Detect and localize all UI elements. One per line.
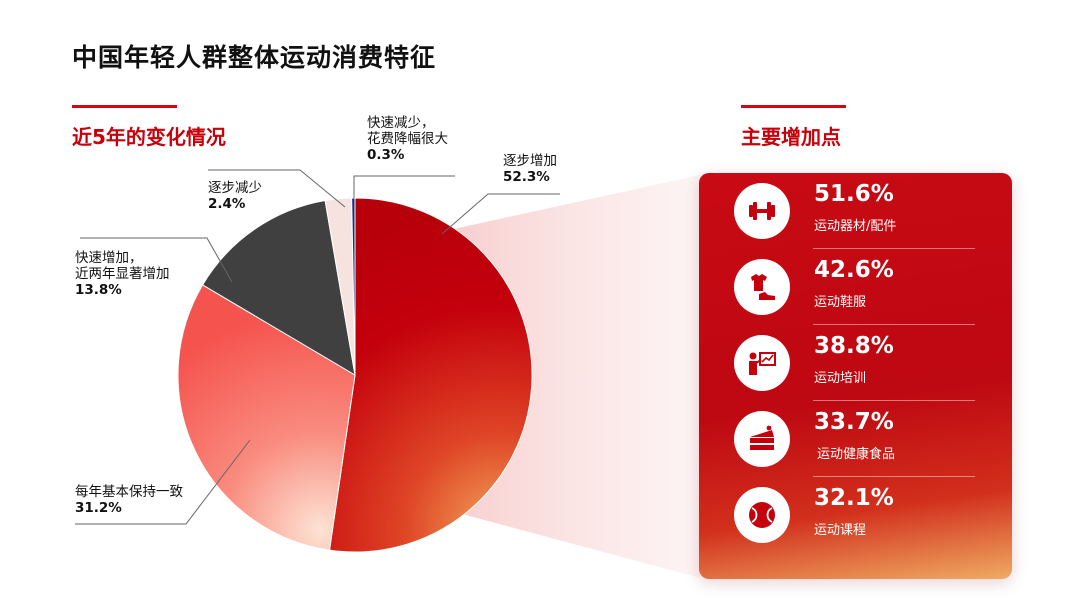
leader-line-0 xyxy=(441,193,560,235)
increase-category: 运动培训 xyxy=(814,371,867,386)
increase-item-courses: 32.1% 运动课程 xyxy=(699,477,1012,553)
left-section-title: 近5年的变化情况 xyxy=(72,125,226,149)
pie-label-3-value: 2.4% xyxy=(208,196,246,212)
item-divider xyxy=(813,248,975,249)
training-board-icon xyxy=(749,352,776,375)
item-divider xyxy=(813,400,975,401)
increase-item-training: 38.8% 运动培训 xyxy=(699,325,1012,401)
pie-label-4-value: 0.3% xyxy=(367,147,405,163)
pie-label-2-name-line2: 近两年显著增加 xyxy=(75,266,170,282)
page-title: 中国年轻人群整体运动消费特征 xyxy=(72,43,437,72)
pie-label-4: 快速减少， 花费降幅很大 0.3% xyxy=(367,115,448,163)
pie-label-2: 快速增加， 近两年显著增加 13.8% xyxy=(75,250,170,298)
icon-circle xyxy=(734,487,790,543)
pie-label-2-value: 13.8% xyxy=(75,282,122,298)
pie-label-2-name-line1: 快速增加， xyxy=(75,250,143,266)
pie-slice-2 xyxy=(201,199,356,376)
icon-circle xyxy=(734,335,790,391)
pie-label-3-name: 逐步减少 xyxy=(208,180,262,196)
pie-slice-4 xyxy=(351,197,356,376)
item-divider xyxy=(813,324,975,325)
increase-value: 38.8% xyxy=(814,333,894,359)
pie-label-0-value: 52.3% xyxy=(503,169,550,185)
increase-category: 运动鞋服 xyxy=(814,295,867,310)
increase-category: 运动课程 xyxy=(814,523,867,538)
pie-slice-1 xyxy=(177,284,356,551)
icon-circle xyxy=(734,259,790,315)
increase-item-equipment: 51.6% 运动器材/配件 xyxy=(699,173,1012,249)
dumbbell-icon xyxy=(749,202,775,220)
pie-label-4-name-line1: 快速减少， xyxy=(367,115,435,131)
left-accent-line xyxy=(72,105,177,108)
pie-label-1: 每年基本保持一致 31.2% xyxy=(75,484,183,516)
increase-value: 33.7% xyxy=(814,409,894,435)
cake-icon xyxy=(750,425,774,450)
increase-value: 51.6% xyxy=(814,181,894,207)
pie-label-3: 逐步减少 2.4% xyxy=(208,180,262,212)
right-section-title: 主要增加点 xyxy=(741,125,841,149)
increase-item-food: 33.7% 运动健康食品 xyxy=(699,401,1012,477)
increase-category: 运动健康食品 xyxy=(817,447,896,462)
increase-category: 运动器材/配件 xyxy=(814,219,897,234)
leader-line-4 xyxy=(353,175,455,198)
item-divider xyxy=(813,476,975,477)
leader-line-3 xyxy=(208,169,346,208)
pie-label-1-name: 每年基本保持一致 xyxy=(75,484,183,500)
pie-label-4-name-line2: 花费降幅很大 xyxy=(367,131,448,147)
leader-line-1 xyxy=(75,439,251,525)
icon-circle xyxy=(734,183,790,239)
icon-circle xyxy=(734,411,790,467)
increase-item-apparel: 42.6% 运动鞋服 xyxy=(699,249,1012,325)
pie-slice-0 xyxy=(328,197,533,553)
increase-points-panel: 51.6% 运动器材/配件 42.6% 运动鞋服 38.8% 运动培训 xyxy=(699,173,1012,579)
increase-value: 32.1% xyxy=(814,485,894,511)
leader-line-2 xyxy=(80,237,233,283)
pie-label-1-value: 31.2% xyxy=(75,500,122,516)
pie-label-0-name: 逐步增加 xyxy=(503,153,557,169)
right-accent-line xyxy=(741,105,846,108)
connector-beam xyxy=(440,175,700,578)
ball-icon xyxy=(749,502,775,528)
pie-label-0: 逐步增加 52.3% xyxy=(503,153,557,185)
increase-value: 42.6% xyxy=(814,257,894,283)
clothing-shoe-icon xyxy=(751,274,775,300)
